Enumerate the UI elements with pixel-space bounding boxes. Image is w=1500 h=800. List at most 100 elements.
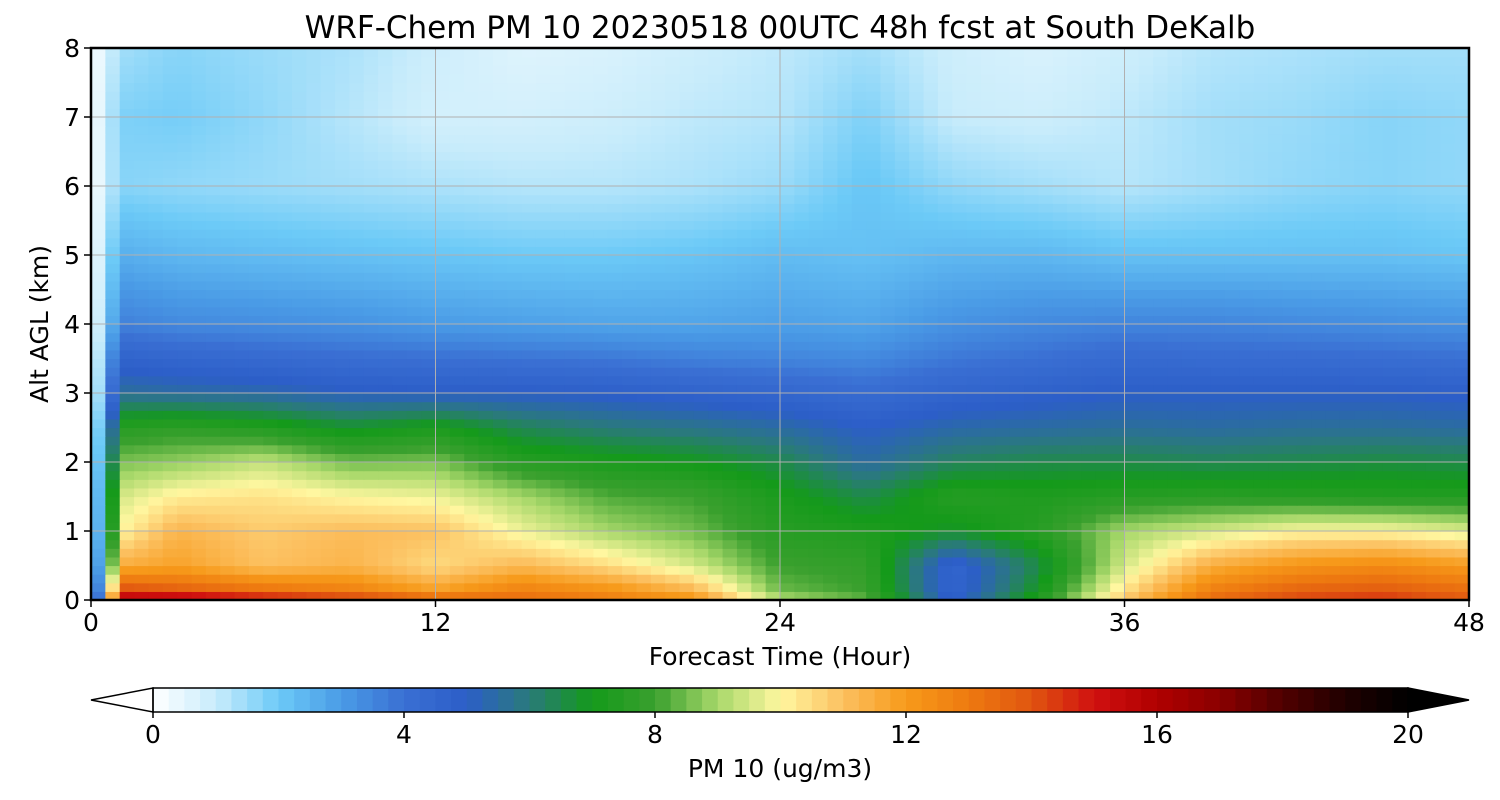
heatmap-cell [464,160,480,170]
heatmap-cell [1110,427,1126,437]
heatmap-cell [1411,591,1427,601]
heatmap-cell [937,582,953,592]
heatmap-cell [607,229,623,239]
heatmap-cell [191,470,207,480]
heatmap-cell [234,401,250,411]
heatmap-cell [507,177,523,187]
heatmap-cell [421,539,437,549]
heatmap-cell [248,186,264,196]
heatmap-cell [1124,582,1140,592]
heatmap-cell [134,194,150,204]
heatmap-cell [866,349,882,360]
heatmap-cell [622,160,638,170]
heatmap-cell [1009,375,1025,385]
heatmap-cell [909,591,925,601]
heatmap-cell [1124,505,1140,515]
heatmap-cell [1382,427,1398,437]
heatmap-cell [1210,410,1226,420]
heatmap-cell [220,298,236,308]
heatmap-cell [1354,505,1370,515]
heatmap-cell [966,349,982,360]
heatmap-cell [1153,246,1169,256]
heatmap-cell [751,582,767,592]
heatmap-cell [119,237,135,247]
heatmap-cell [665,324,681,334]
heatmap-cell [134,263,150,273]
heatmap-cell [851,539,867,549]
heatmap-cell [119,574,135,584]
heatmap-cell [478,453,494,463]
heatmap-cell [1167,375,1183,385]
heatmap-cell [1067,418,1083,429]
heatmap-cell [851,470,867,480]
heatmap-cell [378,237,394,247]
heatmap-cell [1181,393,1197,403]
heatmap-cell [722,358,738,368]
heatmap-cell [1024,582,1039,592]
heatmap-cell [507,194,523,204]
heatmap-cell [1440,582,1456,592]
heatmap-cell [478,280,494,291]
heatmap-cell [162,591,178,601]
heatmap-cell [880,574,896,584]
heatmap-cell [177,539,193,549]
heatmap-cell [794,565,810,575]
heatmap-cell [363,513,379,523]
heatmap-cell [234,306,250,316]
heatmap-cell [866,453,882,463]
heatmap-cell [234,168,250,178]
heatmap-cell [1110,194,1126,204]
heatmap-cell [995,410,1011,420]
heatmap-cell [378,186,394,196]
heatmap-cell [449,582,465,592]
heatmap-cell [751,168,767,178]
heatmap-cell [1325,186,1341,196]
heatmap-cell [320,522,336,532]
heatmap-cell [478,168,494,178]
heatmap-cell [464,255,480,265]
heatmap-cell [320,393,336,403]
heatmap-cell [378,427,394,437]
heatmap-cell [866,263,882,273]
heatmap-cell [320,410,336,420]
heatmap-cell [535,375,551,385]
heatmap-cell [1368,522,1384,532]
heatmap-cell [1224,505,1240,515]
heatmap-cell [507,298,523,308]
heatmap-cell [1067,229,1083,239]
heatmap-cell [894,496,910,506]
heatmap-cell [291,513,307,523]
heatmap-cell [722,237,738,247]
heatmap-cell [823,462,839,472]
heatmap-cell [1311,211,1327,222]
heatmap-cell [550,548,566,558]
heatmap-cell [119,522,135,532]
heatmap-cell [421,410,437,420]
heatmap-cell [535,470,551,480]
heatmap-cell [808,315,824,325]
heatmap-cell [708,582,724,592]
heatmap-cell [1124,194,1140,204]
heatmap-cell [1095,367,1111,377]
heatmap-cell [980,505,996,515]
heatmap-cell [320,539,336,549]
heatmap-cell [923,306,939,316]
heatmap-cell [162,522,178,532]
heatmap-cell [1181,556,1197,567]
heatmap-cell [363,367,379,377]
heatmap-cell [134,375,150,385]
heatmap-cell [966,427,982,437]
heatmap-cell [593,367,609,377]
heatmap-cell [550,349,566,360]
heatmap-cell [162,375,178,385]
heatmap-cell [134,315,150,325]
heatmap-cell [722,177,738,187]
heatmap-cell [708,306,724,316]
heatmap-cell [1454,298,1470,308]
heatmap-cell [952,246,968,256]
heatmap-cell [277,229,293,239]
heatmap-cell [1024,375,1039,385]
heatmap-cell [923,289,939,299]
heatmap-cell [794,505,810,515]
heatmap-cell [808,168,824,178]
